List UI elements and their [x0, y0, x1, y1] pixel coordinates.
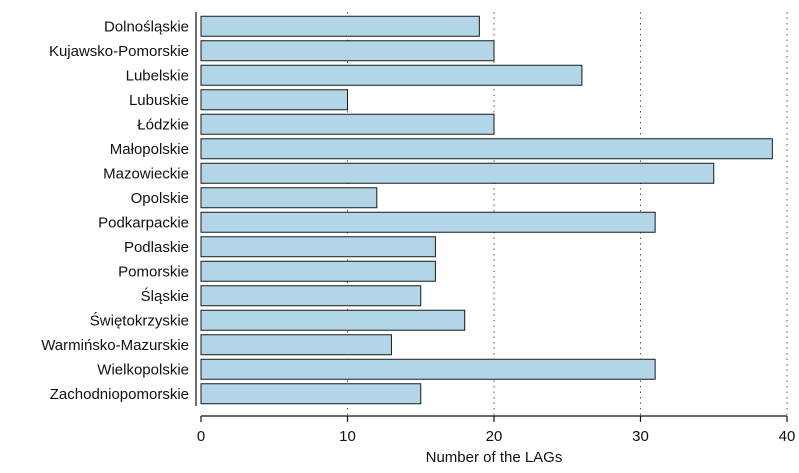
x-axis-title: Number of the LAGs: [426, 449, 563, 466]
bar: [200, 383, 422, 405]
bar: [200, 64, 583, 86]
labels: Dolnośląskie Kujawsko-Pomorskie Lubelskie L…: [41, 18, 795, 445]
bar: [200, 162, 715, 184]
category-label: Podkarpackie: [98, 214, 189, 231]
x-tick-label: 20: [486, 428, 503, 445]
category-label: Śląskie: [141, 287, 189, 305]
category-label: Opolskie: [131, 190, 189, 207]
bar: [200, 236, 436, 258]
x-tick-label: 0: [197, 428, 205, 445]
bar: [200, 113, 495, 135]
category-label: Wielkopolskie: [97, 361, 189, 378]
category-label: Podlaskie: [124, 239, 189, 256]
category-label: Lubuskie: [129, 92, 189, 109]
category-label: Lubelskie: [126, 67, 189, 84]
bar: [200, 40, 495, 62]
category-label: Dolnośląskie: [104, 18, 189, 35]
bar: [200, 138, 773, 160]
category-label: Zachodniopomorskie: [50, 386, 189, 403]
bar: [200, 285, 422, 307]
x-tick-label: 10: [339, 428, 356, 445]
bar: [200, 309, 466, 331]
bar: [200, 89, 348, 111]
category-label: Kujawsko-Pomorskie: [49, 43, 189, 60]
category-label: Świętokrzyskie: [90, 311, 189, 329]
bar: [200, 260, 436, 282]
bar: [200, 211, 656, 233]
bar: [200, 334, 392, 356]
category-label: Mazowieckie: [103, 165, 189, 182]
x-tick-label: 40: [779, 428, 796, 445]
category-label: Pomorskie: [118, 263, 189, 280]
category-label: Łódzkie: [137, 116, 189, 133]
bar: [200, 15, 480, 37]
x-tick-label: 30: [632, 428, 649, 445]
category-label: Małopolskie: [110, 141, 189, 158]
bar: [200, 187, 378, 209]
bars: [200, 15, 773, 405]
bar: [200, 358, 656, 380]
category-label: Warmińsko-Mazurskie: [41, 337, 189, 354]
axes: [195, 12, 788, 422]
